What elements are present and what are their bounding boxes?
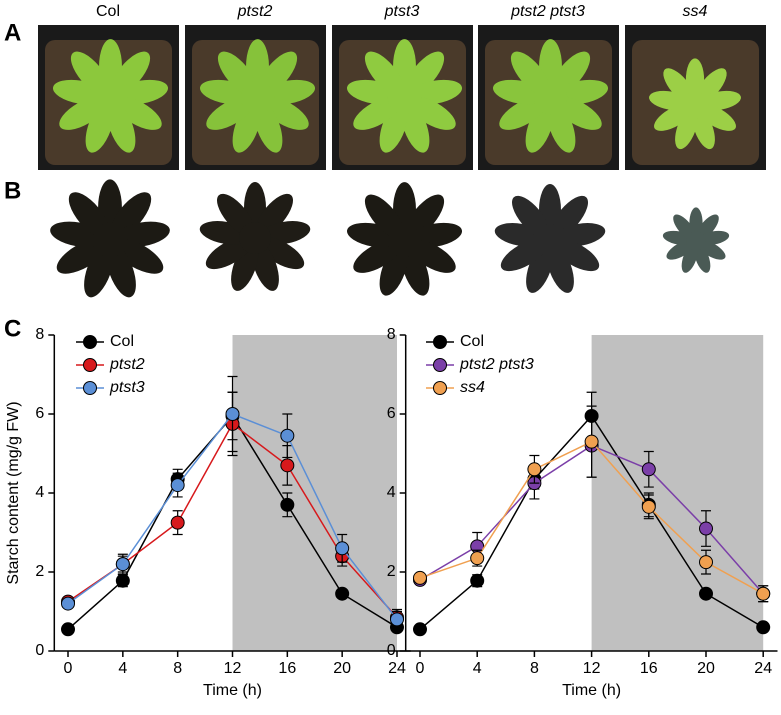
genotype-label: ptst2 ptst3 (510, 3, 585, 20)
photos (38, 25, 766, 302)
data-point (61, 622, 76, 637)
data-point (470, 573, 485, 588)
x-tick-label: 0 (416, 660, 425, 677)
x-tick-label: 4 (473, 660, 482, 677)
data-point (470, 551, 485, 566)
data-point (170, 478, 185, 493)
panel-label: C (4, 315, 21, 342)
data-point (413, 622, 427, 637)
data-point (335, 541, 350, 556)
x-tick-label: 8 (530, 660, 539, 677)
genotype-label: Col (96, 3, 120, 20)
genotype-label: ss4 (683, 3, 708, 20)
y-tick-label: 8 (387, 326, 396, 343)
legend-marker (83, 358, 97, 372)
data-point (699, 586, 713, 601)
data-point (756, 620, 771, 635)
legend-marker (433, 381, 447, 395)
data-point (389, 612, 404, 627)
genotype-label: ptst3 (384, 3, 420, 20)
legend-label: Col (110, 333, 134, 350)
panel-label: A (4, 19, 21, 46)
data-point (225, 407, 240, 421)
legend-marker (83, 335, 97, 349)
x-tick-label: 0 (64, 660, 73, 677)
legend-label: ss4 (460, 379, 485, 396)
x-axis-label: Time (h) (203, 682, 262, 699)
legend-marker (433, 358, 447, 372)
data-point (641, 499, 656, 514)
data-point (413, 570, 427, 585)
legend-label: ptst2 ptst3 (459, 356, 534, 373)
y-tick-label: 4 (35, 484, 44, 501)
data-point (584, 434, 599, 449)
y-tick-label: 2 (35, 563, 44, 580)
x-tick-label: 20 (333, 660, 351, 677)
y-tick-label: 2 (387, 563, 396, 580)
y-tick-label: 0 (35, 642, 44, 659)
panel-label: B (4, 177, 21, 204)
data-point (170, 515, 185, 530)
legend-marker (433, 335, 447, 349)
x-tick-label: 12 (224, 660, 242, 677)
x-tick-label: 24 (388, 660, 406, 677)
data-point (115, 557, 130, 572)
x-tick-label: 12 (583, 660, 601, 677)
data-point (115, 573, 130, 588)
x-tick-label: 4 (118, 660, 127, 677)
y-tick-label: 0 (387, 642, 396, 659)
genotype-label: ptst2 (237, 3, 273, 20)
data-point (280, 458, 295, 473)
data-point (641, 462, 656, 477)
x-tick-label: 24 (754, 660, 772, 677)
y-tick-label: 4 (387, 484, 396, 501)
data-point (699, 521, 713, 536)
legend-marker (83, 381, 97, 395)
shade (591, 335, 764, 651)
legend-label: Col (460, 333, 484, 350)
data-point (527, 462, 542, 477)
data-point (280, 497, 295, 512)
x-tick-label: 20 (697, 660, 715, 677)
y-tick-label: 6 (387, 405, 396, 422)
x-tick-label: 16 (640, 660, 658, 677)
x-tick-label: 8 (173, 660, 182, 677)
x-tick-label: 16 (278, 660, 296, 677)
legend-label: ptst2 (109, 356, 145, 373)
data-point (699, 555, 713, 570)
data-point (756, 586, 771, 601)
y-tick-label: 8 (35, 326, 44, 343)
y-axis-label: Starch content (mg/g FW) (5, 401, 22, 584)
data-point (61, 596, 76, 611)
y-tick-label: 6 (35, 405, 44, 422)
x-axis-label: Time (h) (562, 682, 621, 699)
data-point (280, 428, 295, 443)
data-point (335, 586, 350, 601)
legend-label: ptst3 (109, 379, 145, 396)
